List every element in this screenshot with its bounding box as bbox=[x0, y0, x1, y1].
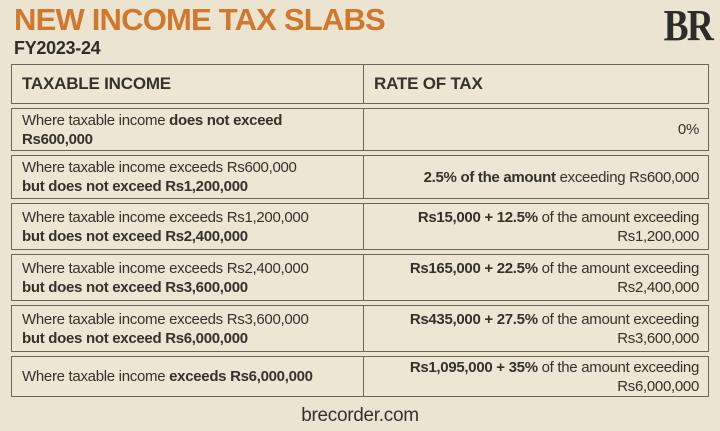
column-header-rate-of-tax-label: RATE OF TAX bbox=[374, 74, 483, 93]
rate-of-tax-cell: Rs15,000 + 12.5% of the amount exceeding… bbox=[364, 204, 708, 249]
income-regular-text: Where taxable income exceeds Rs3,600,000 bbox=[22, 310, 309, 328]
taxable-income-cell: Where taxable income exceeds Rs2,400,000… bbox=[12, 255, 364, 300]
taxable-income-cell: Where taxable income exceeds Rs6,000,000 bbox=[12, 357, 364, 396]
income-bold-text: but does not exceed Rs2,400,000 bbox=[22, 227, 248, 245]
fiscal-year-subtitle: FY2023-24 bbox=[14, 38, 101, 58]
rate-text: Rs1,095,000 + 35% of the amount exceedin… bbox=[374, 358, 699, 396]
income-bold-text: does not exceed Rs600,000 bbox=[22, 111, 283, 148]
taxable-income-text: Where taxable income does not exceed Rs6… bbox=[22, 111, 354, 149]
rate-of-tax-cell: Rs165,000 + 22.5% of the amount exceedin… bbox=[364, 255, 708, 300]
income-regular-text: Where taxable income bbox=[22, 111, 170, 129]
column-header-taxable-income: TAXABLE INCOME bbox=[12, 65, 364, 103]
income-regular-text: Where taxable income bbox=[22, 368, 170, 385]
taxable-income-text: Where taxable income exceeds Rs600,000 b… bbox=[22, 158, 354, 196]
table-row-slab-1: Where taxable income does not exceed Rs6… bbox=[11, 108, 709, 151]
rate-of-tax-cell: Rs1,095,000 + 35% of the amount exceedin… bbox=[364, 357, 708, 396]
rate-of-tax-cell: 0% bbox=[364, 109, 708, 150]
income-regular-text: Where taxable income exceeds Rs2,400,000 bbox=[22, 259, 309, 277]
taxable-income-cell: Where taxable income exceeds Rs600,000 b… bbox=[12, 156, 364, 198]
rate-regular-text: of the amount exceeding Rs1,200,000 bbox=[537, 208, 700, 245]
column-header-taxable-income-label: TAXABLE INCOME bbox=[22, 74, 171, 93]
page-title: NEW INCOME TAX SLABS bbox=[14, 2, 386, 37]
footer: brecorder.com bbox=[0, 401, 720, 431]
taxable-income-text: Where taxable income exceeds Rs1,200,000… bbox=[22, 208, 354, 246]
rate-text: 2.5% of the amount exceeding Rs600,000 bbox=[423, 168, 700, 187]
taxable-income-text: Where taxable income exceeds Rs6,000,000 bbox=[22, 367, 313, 386]
table-row-slab-6: Where taxable income exceeds Rs6,000,000… bbox=[11, 356, 709, 397]
rate-of-tax-cell: 2.5% of the amount exceeding Rs600,000 bbox=[364, 156, 708, 198]
income-regular-text: Where taxable income exceeds Rs600,000 bbox=[22, 159, 297, 176]
rate-bold-text: Rs165,000 + 22.5% bbox=[409, 259, 538, 277]
tax-slabs-table: TAXABLE INCOME RATE OF TAX Where taxable… bbox=[11, 64, 709, 397]
rate-text: Rs435,000 + 27.5% of the amount exceedin… bbox=[374, 310, 699, 348]
rate-text: Rs165,000 + 22.5% of the amount exceedin… bbox=[374, 259, 699, 297]
rate-bold-text: Rs1,095,000 + 35% bbox=[409, 358, 538, 376]
rate-regular-text: exceeding Rs600,000 bbox=[555, 168, 700, 186]
rate-bold-text: 2.5% of the amount bbox=[423, 168, 556, 186]
income-regular-text: Where taxable income exceeds Rs1,200,000 bbox=[22, 208, 309, 226]
taxable-income-text: Where taxable income exceeds Rs2,400,000… bbox=[22, 259, 354, 297]
column-header-rate-of-tax: RATE OF TAX bbox=[364, 65, 708, 103]
rate-text: 0% bbox=[678, 120, 699, 139]
rate-regular-text: of the amount exceeding Rs6,000,000 bbox=[537, 358, 700, 395]
taxable-income-cell: Where taxable income does not exceed Rs6… bbox=[12, 109, 364, 150]
table-row-slab-5: Where taxable income exceeds Rs3,600,000… bbox=[11, 305, 709, 352]
website-url: brecorder.com bbox=[301, 405, 419, 426]
rate-regular-text: 0% bbox=[677, 121, 699, 138]
header: NEW INCOME TAX SLABS FY2023-24 BR bbox=[0, 0, 720, 64]
income-bold-text: but does not exceed Rs6,000,000 bbox=[22, 329, 248, 347]
table-row-slab-2: Where taxable income exceeds Rs600,000 b… bbox=[11, 155, 709, 199]
table-header-row: TAXABLE INCOME RATE OF TAX bbox=[11, 64, 709, 104]
taxable-income-cell: Where taxable income exceeds Rs3,600,000… bbox=[12, 306, 364, 351]
table-row-slab-3: Where taxable income exceeds Rs1,200,000… bbox=[11, 203, 709, 250]
taxable-income-text: Where taxable income exceeds Rs3,600,000… bbox=[22, 310, 354, 348]
rate-of-tax-cell: Rs435,000 + 27.5% of the amount exceedin… bbox=[364, 306, 708, 351]
rate-regular-text: of the amount exceeding Rs3,600,000 bbox=[537, 310, 700, 347]
rate-text: Rs15,000 + 12.5% of the amount exceeding… bbox=[374, 208, 699, 246]
rate-regular-text: of the amount exceeding Rs2,400,000 bbox=[537, 259, 700, 296]
rate-bold-text: Rs15,000 + 12.5% bbox=[417, 208, 538, 226]
table-row-slab-4: Where taxable income exceeds Rs2,400,000… bbox=[11, 254, 709, 301]
taxable-income-cell: Where taxable income exceeds Rs1,200,000… bbox=[12, 204, 364, 249]
rate-bold-text: Rs435,000 + 27.5% bbox=[409, 310, 538, 328]
br-logo: BR bbox=[663, 1, 713, 50]
income-bold-text: but does not exceed Rs1,200,000 bbox=[22, 178, 248, 195]
income-bold-text: but does not exceed Rs3,600,000 bbox=[22, 278, 248, 296]
income-bold-text: exceeds Rs6,000,000 bbox=[169, 368, 313, 385]
